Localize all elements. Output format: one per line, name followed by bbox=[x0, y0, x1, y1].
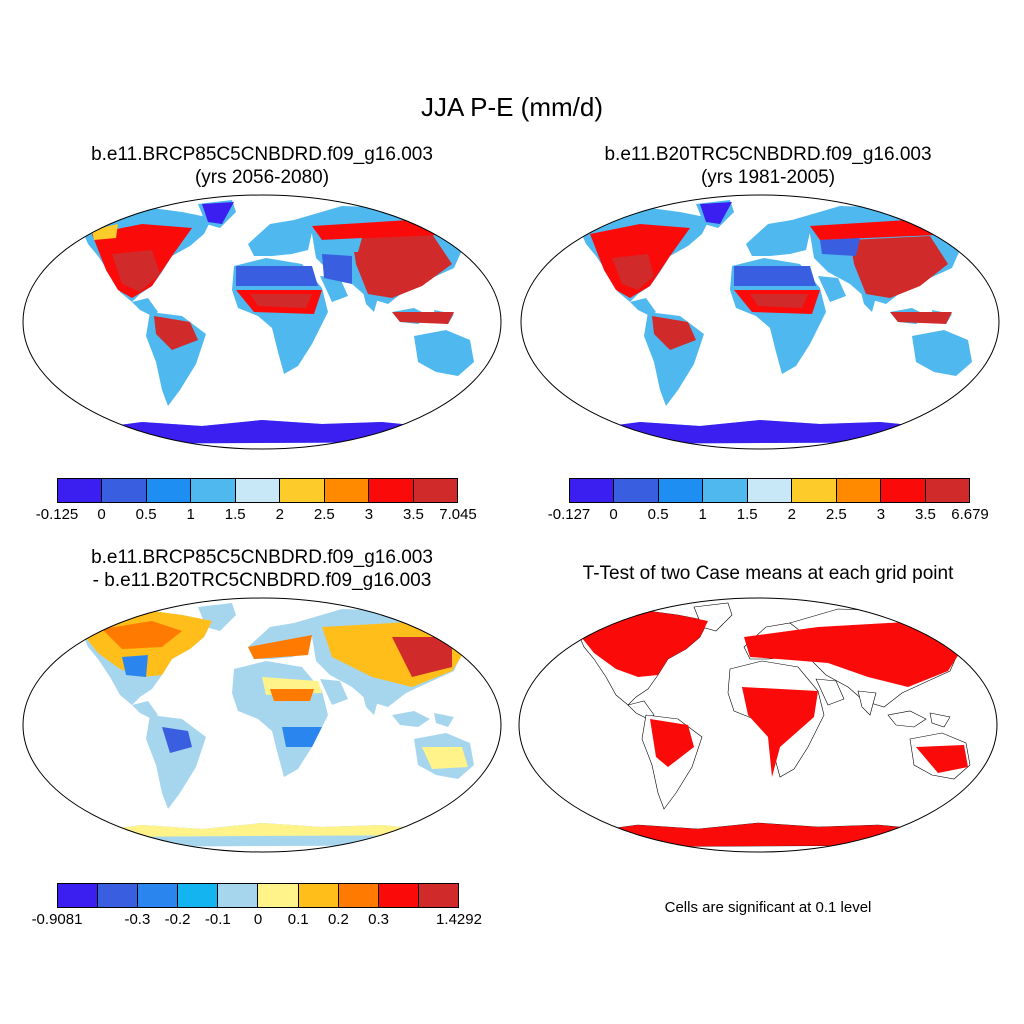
colorbar-tick-label: 1 bbox=[186, 506, 195, 523]
panel-historical-title-line2: (yrs 1981-2005) bbox=[700, 167, 836, 188]
colorbar-tick-label: -0.125 bbox=[35, 506, 79, 523]
colorbar-tick-label: 1.5 bbox=[224, 506, 246, 523]
colorbar-tick-label: 1 bbox=[698, 506, 707, 523]
colorbar-tick-label: 0.5 bbox=[647, 506, 669, 523]
colorbar-historical bbox=[569, 478, 970, 503]
colorbar-swatch bbox=[146, 479, 192, 502]
colorbar-swatch bbox=[138, 884, 179, 907]
colorbar-tick-label: 1.4292 bbox=[436, 911, 482, 928]
colorbar-future bbox=[57, 478, 458, 503]
colorbar-tick-label: 0.2 bbox=[327, 911, 349, 928]
colorbar-tick-label: 0 bbox=[609, 506, 618, 523]
colorbar-tick-label: 7.045 bbox=[439, 506, 477, 523]
colorbar-swatch bbox=[280, 479, 325, 502]
map-difference bbox=[22, 597, 502, 853]
map-ttest bbox=[518, 597, 998, 853]
colorbar-swatch bbox=[102, 479, 147, 502]
figure-title: JJA P-E (mm/d) bbox=[420, 92, 603, 122]
colorbar-tick-label: 3 bbox=[364, 506, 374, 523]
colorbar-tick-label: 1.5 bbox=[736, 506, 758, 523]
colorbar-tick-label: 0.3 bbox=[368, 911, 390, 928]
colorbar-difference bbox=[57, 883, 459, 908]
colorbar-swatch bbox=[369, 479, 414, 502]
map-historical bbox=[520, 194, 1000, 450]
colorbar-swatch bbox=[235, 479, 281, 502]
colorbar-swatch bbox=[98, 884, 139, 907]
colorbar-tick-label: 0 bbox=[97, 506, 106, 523]
colorbar-swatch bbox=[792, 479, 837, 502]
colorbar-tick-label: 6.679 bbox=[951, 506, 989, 523]
colorbar-tick-label: 2 bbox=[787, 506, 796, 523]
colorbar-swatch bbox=[58, 479, 103, 502]
colorbar-tick-label: 0 bbox=[253, 911, 263, 928]
panel-future-title: b.e11.BRCP85C5CNBDRD.f09_g16.003 (yrs 20… bbox=[32, 143, 492, 189]
colorbar-swatch bbox=[191, 479, 236, 502]
panel-ttest-title: T-Test of two Case means at each grid po… bbox=[582, 563, 954, 584]
panel-future-title-line2: (yrs 2056-2080) bbox=[194, 167, 330, 188]
colorbar-swatch bbox=[703, 479, 748, 502]
colorbar-tick-label: -0.127 bbox=[547, 506, 591, 523]
panel-future-title-line1: b.e11.BRCP85C5CNBDRD.f09_g16.003 bbox=[91, 144, 433, 165]
panel-historical-title: b.e11.B20TRC5CNBDRD.f09_g16.003 (yrs 198… bbox=[538, 143, 998, 189]
colorbar-swatch bbox=[324, 479, 370, 502]
panel-difference-title: b.e11.BRCP85C5CNBDRD.f09_g16.003 - b.e11… bbox=[32, 546, 492, 592]
panel-difference-title-line2: - b.e11.B20TRC5CNBDRD.f09_g16.003 bbox=[92, 570, 432, 591]
colorbar-swatch bbox=[413, 479, 457, 502]
colorbar-swatch bbox=[925, 479, 969, 502]
colorbar-swatch bbox=[298, 884, 339, 907]
colorbar-tick-label: 2.5 bbox=[825, 506, 847, 523]
colorbar-swatch bbox=[338, 884, 379, 907]
colorbar-swatch bbox=[747, 479, 793, 502]
colorbar-swatch bbox=[218, 884, 259, 907]
panel-difference-title-line1: b.e11.BRCP85C5CNBDRD.f09_g16.003 bbox=[91, 547, 433, 568]
colorbar-tick-label: -0.3 bbox=[124, 911, 151, 928]
colorbar-swatch bbox=[258, 884, 299, 907]
colorbar-swatch bbox=[658, 479, 704, 502]
colorbar-swatch bbox=[378, 884, 419, 907]
colorbar-tick-label: 2.5 bbox=[313, 506, 335, 523]
colorbar-tick-label: 3.5 bbox=[915, 506, 936, 523]
ttest-note: Cells are significant at 0.1 level bbox=[664, 899, 872, 916]
colorbar-tick-label: 0.1 bbox=[287, 911, 309, 928]
colorbar-tick-label: 0.5 bbox=[135, 506, 157, 523]
colorbar-swatch bbox=[881, 479, 926, 502]
colorbar-swatch bbox=[178, 884, 219, 907]
colorbar-tick-label: 3.5 bbox=[403, 506, 424, 523]
colorbar-swatch bbox=[570, 479, 615, 502]
colorbar-swatch bbox=[836, 479, 882, 502]
map-future bbox=[22, 194, 502, 450]
colorbar-swatch bbox=[614, 479, 659, 502]
colorbar-tick-label: -0.1 bbox=[204, 911, 231, 928]
colorbar-tick-label: -0.9081 bbox=[31, 911, 83, 928]
colorbar-swatch bbox=[418, 884, 458, 907]
colorbar-tick-label: 2 bbox=[275, 506, 284, 523]
colorbar-tick-label: -0.2 bbox=[164, 911, 191, 928]
colorbar-tick-label: 3 bbox=[876, 506, 886, 523]
colorbar-swatch bbox=[58, 884, 99, 907]
panel-historical-title-line1: b.e11.B20TRC5CNBDRD.f09_g16.003 bbox=[604, 144, 932, 165]
